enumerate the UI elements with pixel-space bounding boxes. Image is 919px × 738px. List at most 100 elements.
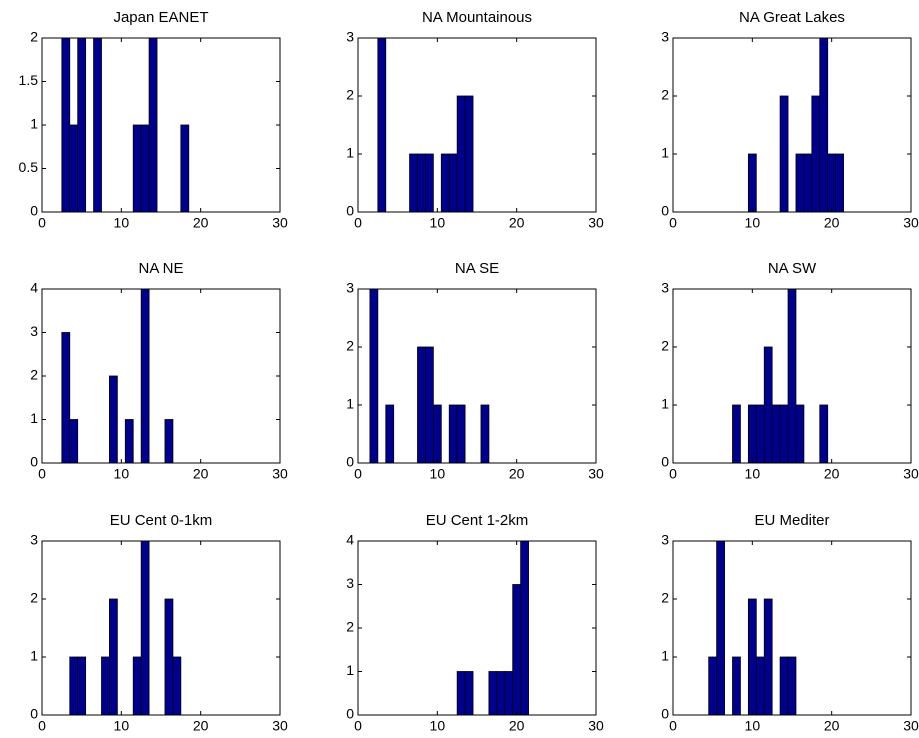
chart-title: NA Mountainous <box>422 9 532 26</box>
bar <box>109 598 118 716</box>
axes-box <box>41 540 281 716</box>
y-tick-label: 3 <box>661 532 669 548</box>
x-tick-label: 10 <box>430 466 446 482</box>
y-tick-label: 2 <box>661 338 669 354</box>
x-tick-label: 20 <box>193 718 209 734</box>
y-tick-label: 1 <box>346 145 354 161</box>
bar <box>763 346 773 464</box>
bar <box>732 656 741 716</box>
y-tick-label: 3 <box>661 280 669 296</box>
bar <box>819 37 829 213</box>
bar <box>779 656 789 716</box>
x-tick-label: 20 <box>824 215 840 231</box>
bar <box>779 95 789 213</box>
chart-title: NA SW <box>768 260 817 277</box>
y-tick-label: 3 <box>30 532 38 548</box>
x-tick-label: 20 <box>509 466 525 482</box>
x-tick-label: 10 <box>430 215 446 231</box>
axes-box <box>357 540 597 716</box>
bar <box>708 656 718 716</box>
bar <box>456 95 466 213</box>
x-tick-label: 10 <box>430 718 446 734</box>
axes-box <box>357 37 597 213</box>
bar <box>101 656 110 716</box>
bar <box>425 153 434 213</box>
bar <box>425 346 434 464</box>
y-tick-label: 2 <box>346 619 354 635</box>
chart-title: EU Cent 1-2km <box>426 512 529 529</box>
bar <box>496 671 506 716</box>
y-tick-label: 2 <box>661 87 669 103</box>
x-tick-label: 0 <box>38 466 46 482</box>
bar <box>819 404 829 464</box>
y-tick-label: 1 <box>346 396 354 412</box>
y-tick-label: 1 <box>30 116 38 132</box>
bar <box>763 598 773 716</box>
bar <box>77 37 87 213</box>
y-tick-label: 1 <box>661 396 669 412</box>
bar <box>409 153 418 213</box>
y-tick-label: 0 <box>30 706 38 722</box>
x-tick-label: 20 <box>824 466 840 482</box>
x-tick-label: 30 <box>903 466 919 482</box>
bar <box>779 404 789 464</box>
x-tick-label: 0 <box>38 718 46 734</box>
bar <box>795 153 805 213</box>
bar <box>755 656 765 716</box>
bar <box>448 153 458 213</box>
bar <box>164 598 174 716</box>
bar <box>480 404 490 464</box>
y-tick-label: 0.5 <box>19 159 39 175</box>
bar <box>787 656 797 716</box>
bar <box>377 37 387 213</box>
bar <box>417 153 426 213</box>
bar <box>69 419 79 464</box>
bar <box>132 124 142 213</box>
bar <box>716 540 725 716</box>
x-tick-label: 0 <box>354 718 362 734</box>
bar <box>124 419 134 464</box>
x-tick-label: 10 <box>114 718 130 734</box>
x-tick-label: 0 <box>38 215 46 231</box>
y-tick-label: 0 <box>346 454 354 470</box>
bar <box>385 404 395 464</box>
bar <box>69 124 79 213</box>
bar <box>732 404 741 464</box>
bar <box>132 656 142 716</box>
x-tick-label: 10 <box>745 466 761 482</box>
x-tick-label: 30 <box>588 718 604 734</box>
bar <box>827 153 837 213</box>
y-tick-label: 2 <box>661 590 669 606</box>
bar <box>747 153 757 213</box>
bar <box>172 656 182 716</box>
bar <box>93 37 102 213</box>
bar <box>61 332 71 464</box>
y-tick-label: 0 <box>661 454 669 470</box>
bar <box>464 95 474 213</box>
bar <box>164 419 174 464</box>
chart-title: Japan EANET <box>113 9 208 26</box>
bar <box>140 288 150 464</box>
bar <box>417 346 426 464</box>
x-tick-label: 0 <box>354 215 362 231</box>
x-tick-label: 30 <box>272 215 288 231</box>
x-tick-label: 30 <box>272 718 288 734</box>
chart-title: EU Cent 0-1km <box>110 512 213 529</box>
y-tick-label: 0 <box>30 203 38 219</box>
bar <box>747 598 757 716</box>
x-tick-label: 0 <box>669 718 677 734</box>
x-tick-label: 20 <box>193 215 209 231</box>
x-tick-label: 20 <box>509 215 525 231</box>
x-tick-label: 30 <box>903 718 919 734</box>
bar <box>369 288 379 464</box>
x-tick-label: 30 <box>588 215 604 231</box>
bar <box>464 671 474 716</box>
x-tick-label: 0 <box>669 215 677 231</box>
y-tick-label: 2 <box>346 87 354 103</box>
y-tick-label: 2 <box>30 367 38 383</box>
x-tick-label: 30 <box>272 466 288 482</box>
y-tick-label: 4 <box>30 280 38 296</box>
bar <box>180 124 190 213</box>
x-tick-label: 10 <box>114 466 130 482</box>
